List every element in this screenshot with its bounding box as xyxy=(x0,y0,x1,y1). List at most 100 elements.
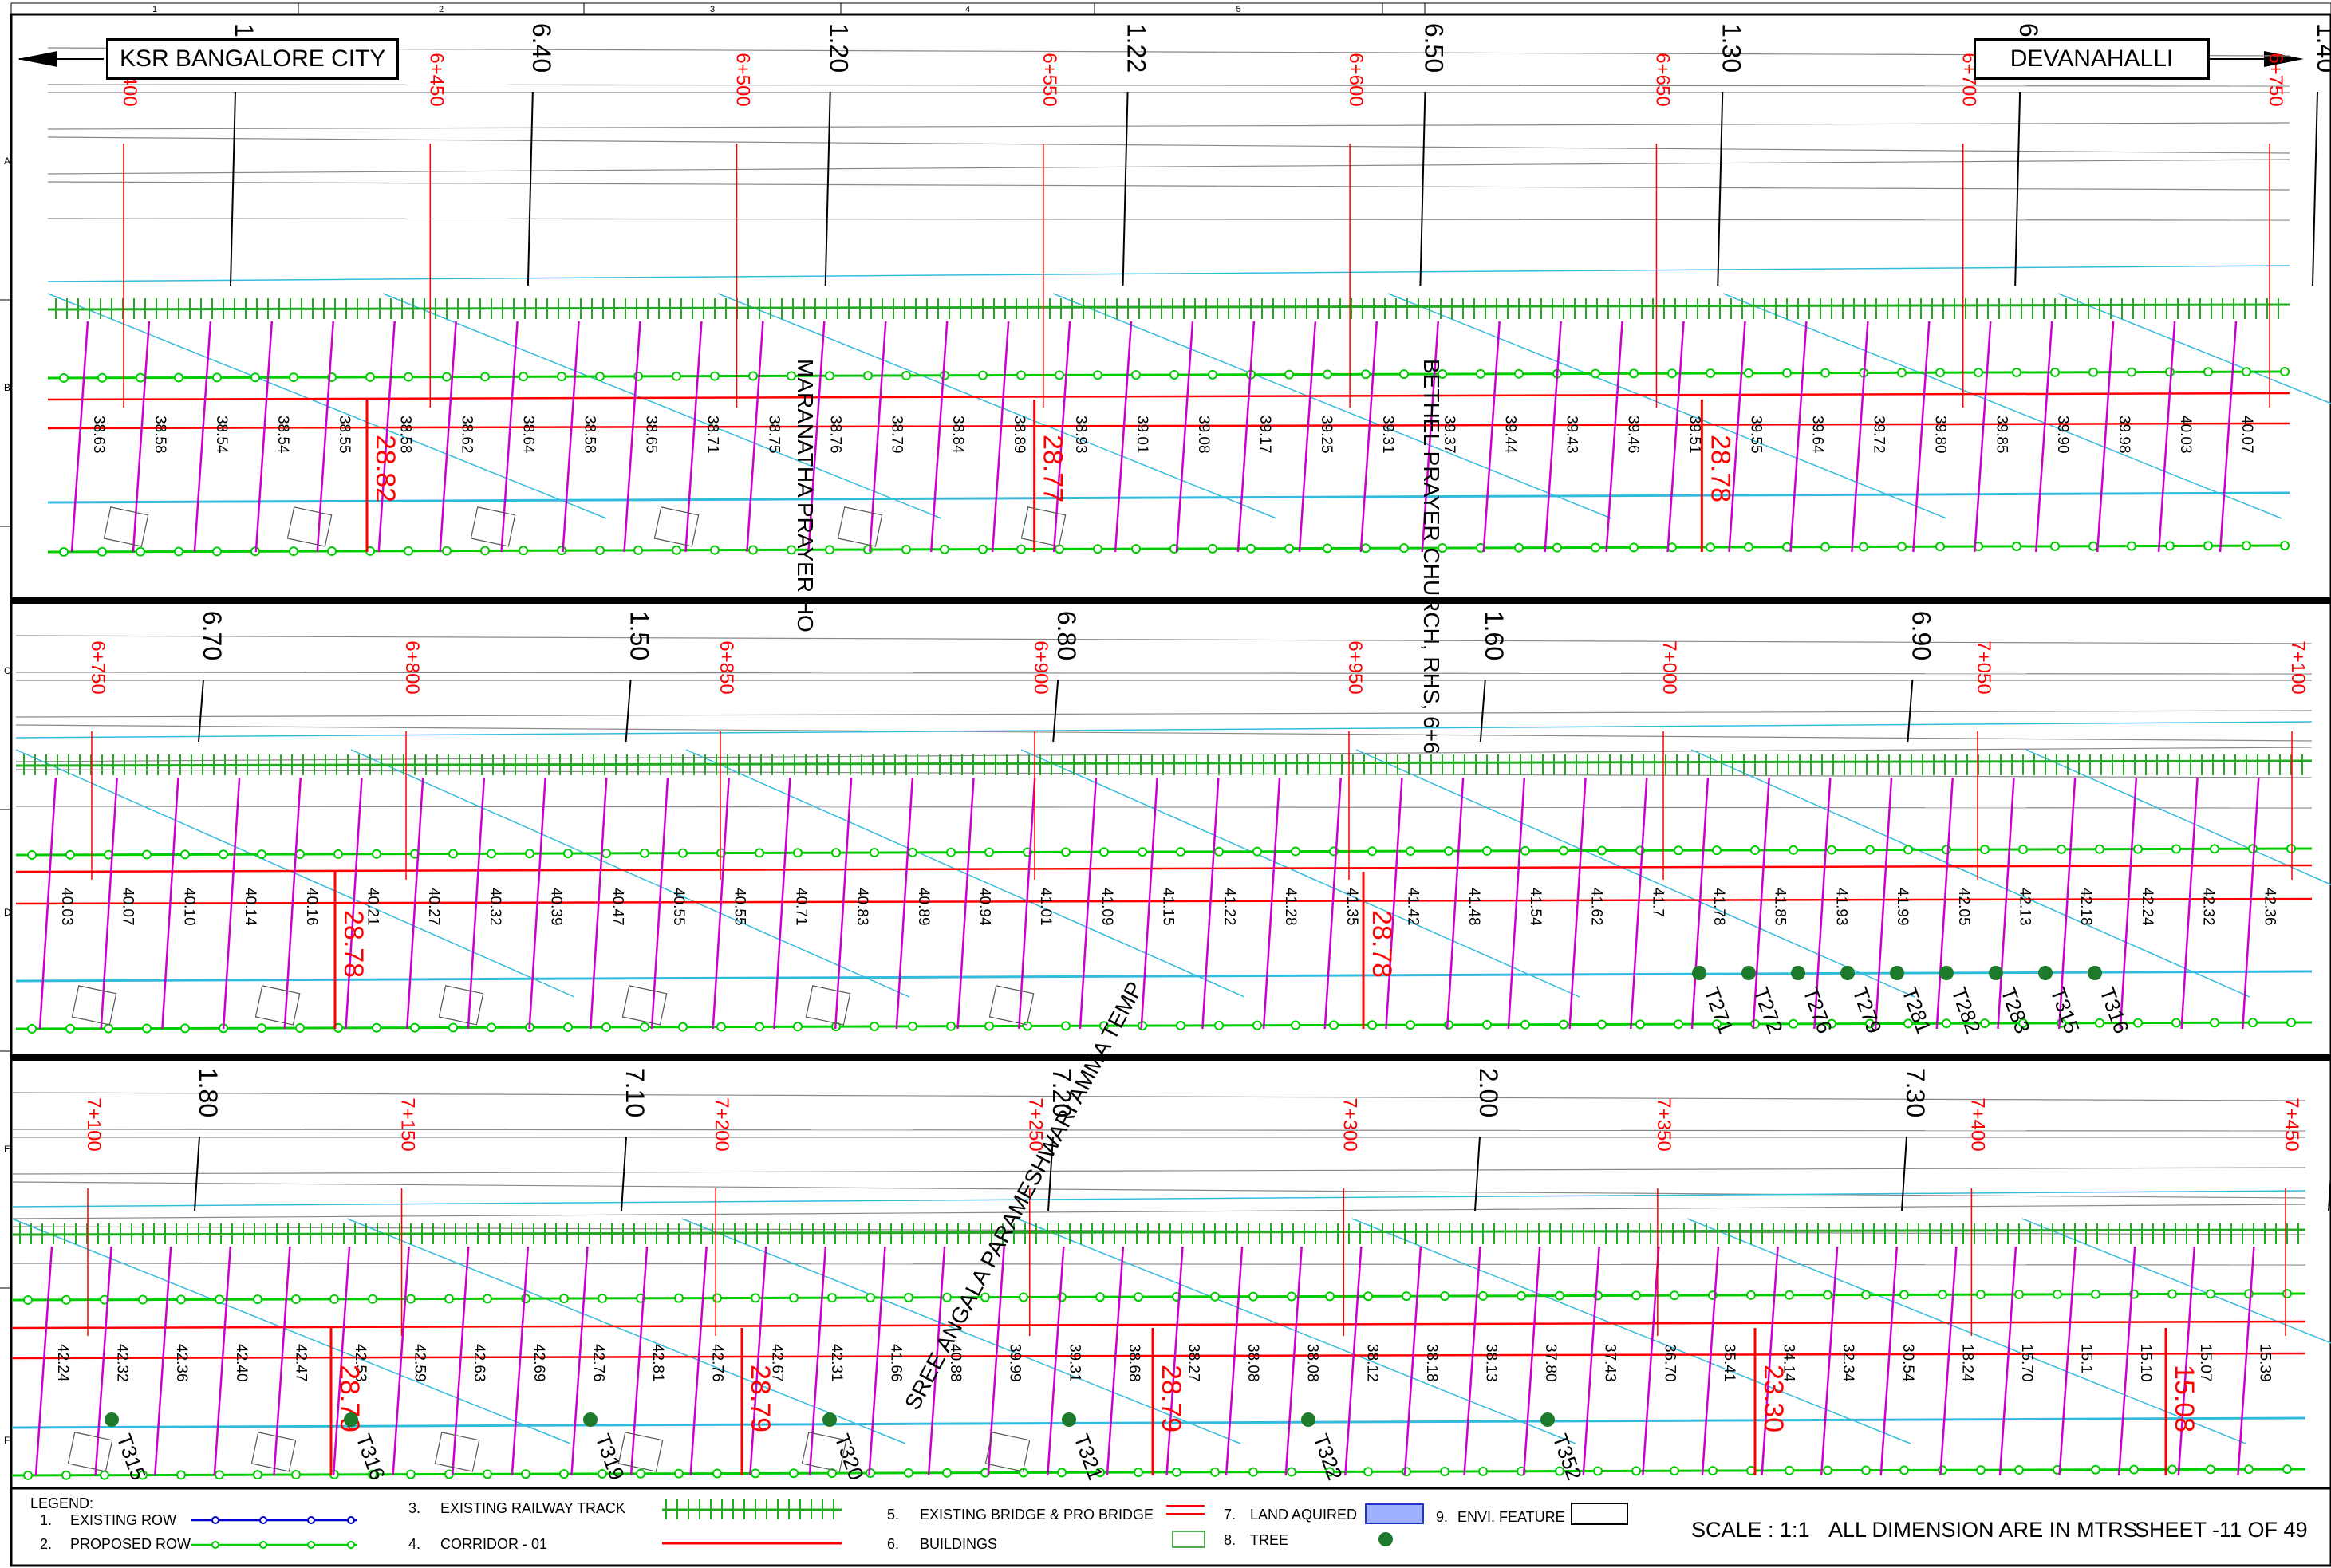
proposed-row-node xyxy=(1406,1020,1415,1030)
row-width-value: 35.41 xyxy=(1721,1344,1737,1382)
row-offset-line xyxy=(1582,1246,1600,1476)
proposed-row-node xyxy=(1631,1290,1641,1301)
existing-road-line xyxy=(47,159,2290,175)
proposed-row-node xyxy=(404,546,413,556)
row-offset-line xyxy=(590,777,608,1030)
proposed-row-node xyxy=(1555,1290,1564,1301)
row-offset-line xyxy=(773,777,791,1030)
legend-title: LEGEND: xyxy=(30,1495,94,1511)
width-mark-value: 28.79 xyxy=(1156,1365,1186,1432)
corridor-line xyxy=(11,1352,2306,1360)
row-width-value: 40.07 xyxy=(120,888,136,926)
row-width-value: 39.90 xyxy=(2054,416,2071,454)
chainage-label: 7+400 xyxy=(1966,1097,1988,1151)
grid-row-label: B xyxy=(4,382,10,393)
proposed-row-node xyxy=(946,1021,956,1031)
proposed-row-node xyxy=(2012,367,2021,377)
chainage-label: 7+100 xyxy=(2287,640,2309,694)
proposed-row-node xyxy=(1134,1292,1143,1302)
proposed-row-node xyxy=(176,1294,186,1305)
row-offset-line xyxy=(712,777,730,1030)
corridor-line xyxy=(47,422,2290,430)
proposed-row-node xyxy=(1861,1290,1871,1300)
proposed-row-line xyxy=(11,1292,2306,1302)
proposed-row-node xyxy=(1248,1291,1258,1302)
plan-strips: 38.63 38.58 38.54 38.54 38.55 38.58 38.62 38.64… xyxy=(11,23,2331,1483)
row-width-value: 37.43 xyxy=(1602,1344,1619,1382)
km-marker-line xyxy=(1052,679,1059,743)
tree-label: T271 xyxy=(1699,984,1737,1037)
proposed-row-node xyxy=(863,371,873,381)
proposed-row-line xyxy=(47,544,2290,554)
plan-strip-1: 38.63 38.58 38.54 38.54 38.55 38.58 38.62 38.64… xyxy=(47,23,2331,754)
proposed-row-node xyxy=(2171,1018,2181,1028)
right-destination-label: DEVANAHALLI xyxy=(1974,38,2210,80)
row-width-value: 41.66 xyxy=(887,1344,904,1382)
proposed-row-node xyxy=(1514,368,1524,379)
proposed-row-node xyxy=(2242,541,2251,551)
row-offset-line xyxy=(1446,777,1465,1030)
proposed-row-node xyxy=(1208,369,1217,380)
proposed-row-node xyxy=(827,1293,837,1303)
row-width-value: 39.31 xyxy=(1379,416,1396,454)
proposed-row-node xyxy=(2242,367,2251,377)
row-offset-line xyxy=(834,777,853,1030)
proposed-row-node xyxy=(1712,845,1722,856)
proposed-row-node xyxy=(1750,1018,1760,1029)
row-offset-line xyxy=(1820,1246,1839,1476)
proposed-row-node xyxy=(2091,1289,2100,1299)
proposed-row-node xyxy=(1706,542,1715,553)
proposed-row-node xyxy=(1976,1290,1986,1300)
proposed-row-node xyxy=(59,372,69,383)
legend-proposed-row-node xyxy=(259,1541,267,1549)
proposed-row-node xyxy=(1131,370,1141,380)
left-destination-label: KSR BANGALORE CITY xyxy=(106,38,400,80)
proposed-row-node xyxy=(2127,367,2136,377)
width-mark-value: 23.30 xyxy=(1758,1365,1789,1432)
row-width-value: 39.51 xyxy=(1686,416,1703,454)
existing-road-line xyxy=(15,710,2313,718)
proposed-row-node xyxy=(1820,368,1830,378)
row-offset-line xyxy=(1140,777,1158,1030)
proposed-row-node xyxy=(483,1469,492,1479)
proposed-row-node xyxy=(289,546,298,557)
row-width-value: 41.35 xyxy=(1343,888,1360,926)
row-width-value: 41.7 xyxy=(1649,888,1666,917)
proposed-row-node xyxy=(1942,1018,1951,1029)
chainage-label: 6+600 xyxy=(1345,53,1367,106)
km-marker-line xyxy=(1717,91,1724,286)
proposed-row-node xyxy=(2248,1018,2258,1028)
proposed-row-node xyxy=(521,1294,530,1304)
proposed-row-node xyxy=(404,372,413,382)
proposed-row-node xyxy=(1827,845,1836,855)
proposed-row-node xyxy=(636,1468,645,1479)
row-width-value: 42.31 xyxy=(828,1344,845,1382)
proposed-row-node xyxy=(978,370,988,380)
proposed-row-node xyxy=(793,1022,803,1032)
proposed-row-node xyxy=(866,1293,875,1303)
tree-symbol xyxy=(1062,1412,1076,1427)
proposed-row-node xyxy=(825,371,834,381)
proposed-row-node xyxy=(710,371,720,381)
proposed-row-node xyxy=(1214,846,1224,857)
proposed-row-node xyxy=(674,1468,684,1479)
proposed-row-node xyxy=(678,1022,688,1032)
proposed-row-node xyxy=(2206,1464,2215,1475)
row-width-value: 39.17 xyxy=(1256,416,1273,454)
row-offset-line xyxy=(1522,1246,1541,1476)
proposed-row-node xyxy=(215,1294,224,1305)
existing-road-line xyxy=(47,136,2290,154)
proposed-row-node xyxy=(789,1293,799,1303)
proposed-row-node xyxy=(1363,1291,1373,1302)
proposed-row-node xyxy=(23,1294,33,1305)
proposed-row-node xyxy=(1016,370,1026,380)
proposed-row-node xyxy=(1095,1468,1105,1478)
proposed-row-node xyxy=(2014,1289,2024,1299)
row-offset-line xyxy=(153,1246,172,1476)
row-offset-line xyxy=(1974,321,1992,553)
legend-tree-icon xyxy=(1378,1532,1393,1546)
row-width-value: 42.81 xyxy=(649,1344,666,1382)
proposed-row-node xyxy=(212,546,222,557)
row-offset-line xyxy=(1344,1246,1363,1476)
landmark-label: MARANATHA PRAYER HO xyxy=(793,359,818,632)
